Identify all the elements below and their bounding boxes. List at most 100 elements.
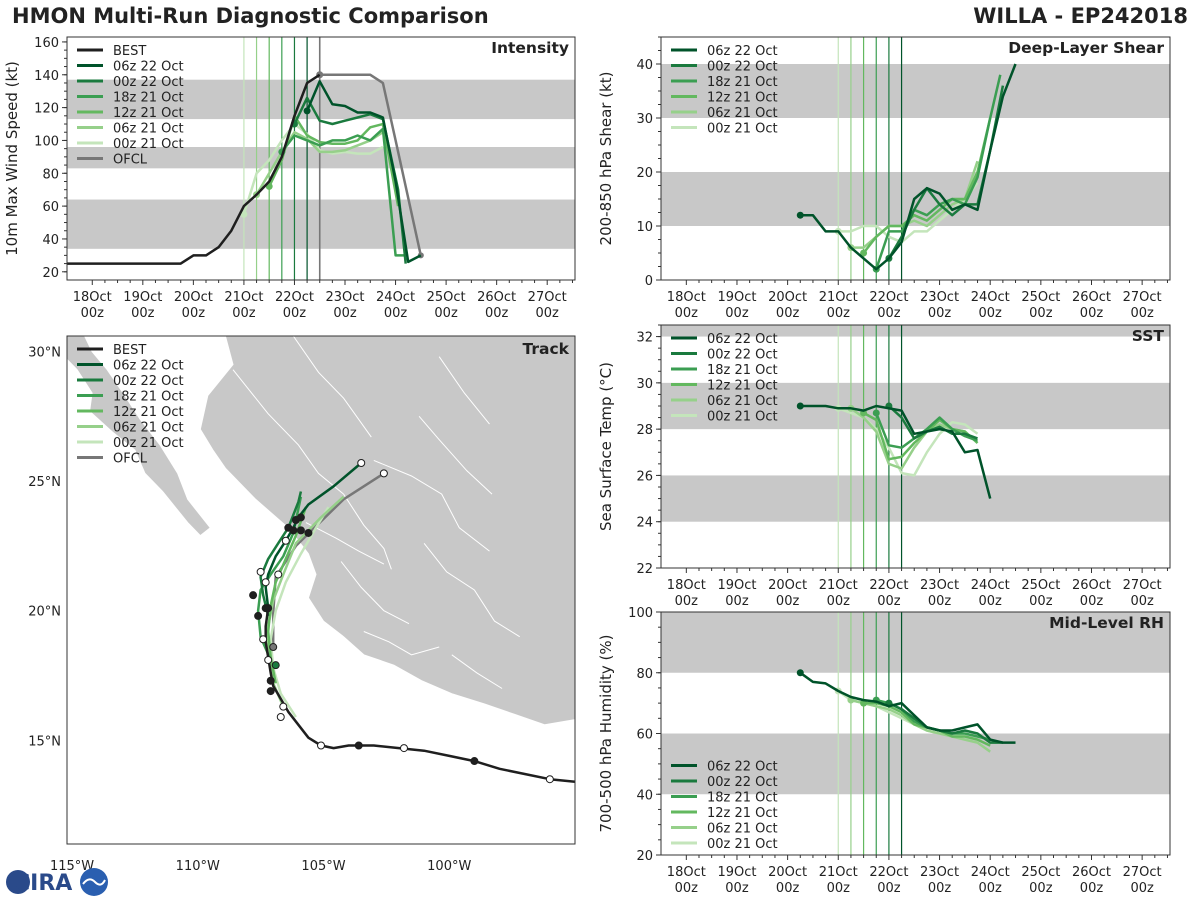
shear-panel-title: Deep-Layer Shear: [1008, 39, 1164, 57]
sst-legend-label: 00z 21 Oct: [707, 410, 778, 425]
rh-xtick-label: 23Oct: [920, 865, 959, 880]
shear-legend-label: 00z 21 Oct: [707, 122, 778, 137]
shear-xtick-label: 00z: [1130, 306, 1154, 321]
sst-plot-area: [661, 325, 1170, 568]
rh-series-line: [850, 698, 991, 753]
state-border: [438, 356, 490, 425]
rh-ytick-label: 80: [636, 667, 653, 682]
track-position-marker: [266, 676, 275, 685]
state-border: [451, 654, 503, 689]
intensity-legend-label: 00z 21 Oct: [113, 137, 184, 152]
shear-series-line: [862, 117, 992, 254]
track-position-marker: [271, 661, 280, 670]
track-position-marker: [289, 526, 298, 535]
intensity-xtick-label: 25Oct: [427, 290, 466, 305]
intensity-series-line: [319, 73, 423, 256]
intensity-panel-title: Intensity: [491, 39, 569, 57]
intensity-xtick-label: 22Oct: [275, 290, 314, 305]
sst-band: [661, 475, 1170, 522]
rh-legend-label: 18z 21 Oct: [707, 791, 778, 806]
sst-legend-label: 12z 21 Oct: [707, 379, 778, 394]
sst-xtick-label: 18Oct: [667, 578, 706, 593]
shear-legend-label: 12z 21 Oct: [707, 91, 778, 106]
sst-band: [661, 325, 1170, 337]
rh-ytick-label: 60: [636, 728, 653, 743]
sst-series-line: [862, 411, 979, 461]
track-position-marker: [261, 578, 270, 587]
sst-band: [661, 382, 1170, 430]
shear-xtick-label: 00z: [675, 306, 699, 321]
sst-ytick-label: 30: [636, 377, 653, 392]
intensity-ytick-label: 140: [34, 69, 59, 84]
track-position-marker: [296, 513, 305, 522]
track-series-line: [259, 491, 303, 617]
shear-xtick-label: 00z: [827, 306, 851, 321]
track-legend-label: 00z 21 Oct: [113, 436, 184, 451]
sst-legend-label: 06z 21 Oct: [707, 394, 778, 409]
shear-xtick-label: 00z: [1029, 306, 1053, 321]
intensity-xtick-label: 21Oct: [224, 290, 263, 305]
shear-legend-label: 00z 22 Oct: [707, 60, 778, 75]
intensity-plot-area: [67, 37, 575, 280]
intensity-series-line: [67, 73, 321, 265]
rh-legend-label: 12z 21 Oct: [707, 806, 778, 821]
rh-series-line: [799, 671, 1016, 744]
rh-xtick-label: 00z: [725, 881, 749, 896]
intensity-band: [67, 199, 575, 249]
track-position-marker: [379, 469, 388, 478]
state-border: [373, 459, 490, 552]
shear-xtick-label: 00z: [725, 306, 749, 321]
intensity-xtick-label: 00z: [384, 306, 408, 321]
sst-ytick-label: 26: [636, 469, 653, 484]
shear-ytick-label: 20: [636, 166, 653, 181]
track-frame: [66, 335, 576, 845]
track-lat-label: 15°N: [28, 734, 61, 749]
cira-logo: CIRA: [6, 868, 108, 896]
logo-wave-icon: [82, 878, 106, 886]
rh-panel: 2040608010018Oct00z19Oct00z20Oct00z21Oct…: [597, 606, 1171, 896]
shear-xtick-label: 25Oct: [1021, 290, 1060, 305]
sst-xtick-label: 00z: [827, 594, 851, 609]
intensity-ytick-label: 120: [34, 102, 59, 117]
intensity-band: [67, 79, 575, 120]
rh-xtick-label: 18Oct: [667, 865, 706, 880]
track-legend-label: 00z 22 Oct: [113, 374, 184, 389]
shear-ytick-label: 40: [636, 58, 653, 73]
track-lat-label: 30°N: [28, 346, 61, 361]
rh-xtick-label: 00z: [827, 881, 851, 896]
rh-xtick-label: 00z: [1080, 881, 1104, 896]
track-legend-label: 06z 21 Oct: [113, 421, 184, 436]
track-position-marker: [274, 570, 283, 579]
rh-panel-title: Mid-Level RH: [1049, 614, 1164, 632]
track-series-line: [264, 607, 575, 784]
track-position-marker: [264, 604, 273, 613]
state-border: [363, 631, 440, 656]
track-position-marker: [304, 528, 313, 537]
rh-xtick-label: 22Oct: [869, 865, 908, 880]
intensity-xtick-label: 00z: [536, 306, 560, 321]
track-position-marker: [256, 567, 265, 576]
sst-series-point: [872, 409, 880, 417]
rh-xtick-label: 00z: [776, 881, 800, 896]
rh-band: [661, 612, 1170, 673]
shear-ytick-label: 10: [636, 220, 653, 235]
logo-text: CIRA: [14, 871, 72, 896]
rh-xtick-label: 25Oct: [1021, 865, 1060, 880]
rh-xtick-label: 00z: [928, 881, 952, 896]
intensity-legend-label: 06z 21 Oct: [113, 122, 184, 137]
track-lat-label: 25°N: [28, 475, 61, 490]
state-border: [423, 542, 520, 638]
track-position-marker: [264, 655, 273, 664]
intensity-series-line: [255, 130, 384, 196]
rh-xtick-label: 00z: [979, 881, 1003, 896]
sst-xtick-label: 00z: [675, 594, 699, 609]
sst-legend-label: 00z 22 Oct: [707, 348, 778, 363]
sst-xtick-label: 00z: [776, 594, 800, 609]
rh-xtick-label: 20Oct: [768, 865, 807, 880]
state-border: [305, 522, 385, 565]
track-series-line: [266, 506, 308, 684]
rh-xtick-label: 21Oct: [819, 865, 858, 880]
track-position-marker: [281, 536, 290, 545]
track-legend-label: 12z 21 Oct: [113, 405, 184, 420]
intensity-xtick-label: 00z: [485, 306, 509, 321]
